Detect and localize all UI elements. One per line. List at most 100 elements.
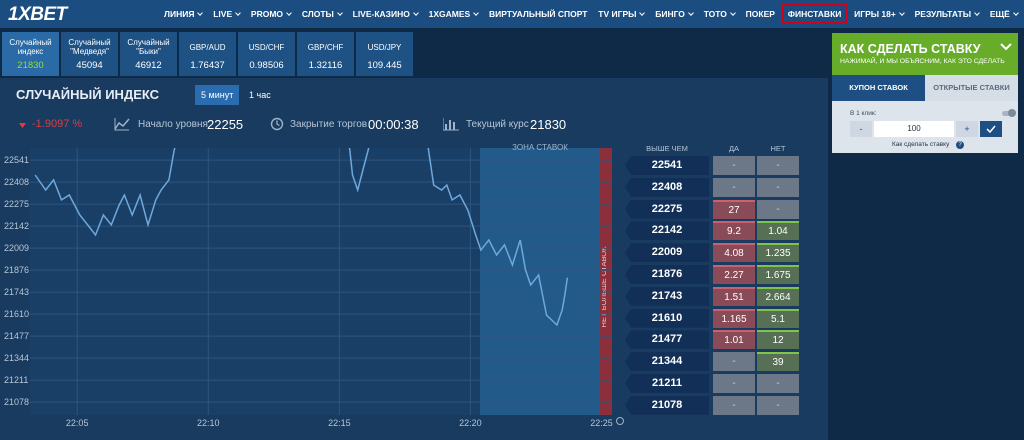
- tab-label: Случайный "Быки": [127, 38, 170, 56]
- level-cell: 22408: [625, 177, 709, 197]
- bet-panel: КАК СДЕЛАТЬ СТАВКУ НАЖИМАЙ, И МЫ ОБЪЯСНИ…: [832, 33, 1018, 153]
- tab-label: GBP/CHF: [307, 42, 344, 52]
- y-tick-label: 22408: [4, 177, 29, 187]
- instrument-tab[interactable]: Случайный "Медведя" 45094: [61, 32, 118, 76]
- period-button[interactable]: 5 минут: [195, 85, 240, 105]
- nav-item[interactable]: LIVE: [209, 6, 244, 22]
- tab-active[interactable]: КУПОН СТАВОК: [832, 75, 925, 101]
- help-icon: ?: [956, 141, 964, 149]
- y-tick-label: 22009: [4, 243, 29, 253]
- nav-item[interactable]: TV ИГРЫ: [594, 6, 648, 22]
- tab-value: 21830: [17, 60, 44, 71]
- nav-label: СЛОТЫ: [301, 9, 334, 19]
- tab-label: GBP/AUD: [189, 42, 226, 52]
- odds-cell[interactable]: 9.2: [713, 221, 755, 241]
- odds-cell[interactable]: 1.51: [713, 286, 755, 306]
- nav-item[interactable]: ИГРЫ 18+: [850, 6, 908, 22]
- trend-icon: [114, 118, 130, 131]
- nav-label: ПОКЕР: [745, 9, 775, 19]
- instrument-tab[interactable]: Случайный индекс 21830: [2, 32, 59, 76]
- chevron: [337, 10, 343, 16]
- change-value: -1.9097 %: [32, 118, 83, 130]
- tab-label: Случайный "Медведя": [68, 38, 111, 56]
- minus-button[interactable]: -: [850, 121, 872, 137]
- nav-item[interactable]: ТОТО: [700, 6, 739, 22]
- chevron: [235, 10, 241, 16]
- instrument-tab[interactable]: Случайный "Быки" 46912: [120, 32, 177, 76]
- chevron: [688, 10, 694, 16]
- zone-label: ЗОНА СТАВОК: [512, 143, 568, 152]
- instrument-tab[interactable]: USD/CHF 0.98506: [238, 32, 295, 76]
- tab-value: 0.98506: [249, 60, 284, 71]
- confirm-button[interactable]: [980, 121, 1002, 137]
- odds-cell[interactable]: 39: [757, 352, 799, 372]
- nav-item[interactable]: ЛИНИЯ: [160, 6, 206, 22]
- page-title: СЛУЧАЙНЫЙ ИНДЕКС: [16, 87, 160, 102]
- nav-label: БИНГО: [655, 9, 685, 19]
- nav-item[interactable]: БИНГО: [651, 6, 697, 22]
- panel-title: КАК СДЕЛАТЬ СТАВКУ: [840, 42, 981, 56]
- tab[interactable]: ОТКРЫТЫЕ СТАВКИ: [925, 75, 1018, 101]
- no-bets-label: НЕТ БОЛЬШЕ СТАВОК: [599, 246, 608, 328]
- odds-cell[interactable]: 1.235: [757, 243, 799, 263]
- nav-item[interactable]: PROMO: [247, 6, 295, 22]
- nav-item[interactable]: ФИНСТАВКИ: [781, 4, 848, 24]
- period-button[interactable]: 1 час: [249, 90, 271, 100]
- instrument-tab[interactable]: GBP/AUD 1.76437: [179, 32, 236, 76]
- tab-value: 109.445: [367, 60, 402, 71]
- check-icon: [986, 125, 996, 133]
- chevron: [1013, 10, 1019, 16]
- odds-cell[interactable]: 2.664: [757, 286, 799, 306]
- odds-cell[interactable]: 1.675: [757, 265, 799, 284]
- odds-cell[interactable]: 1.04: [757, 221, 799, 241]
- nav-item[interactable]: 1XGAMES: [425, 6, 483, 22]
- odds-cell[interactable]: 2.27: [713, 265, 755, 284]
- odds-cell[interactable]: 4.08: [713, 243, 755, 263]
- x-tick-label: 22:10: [197, 418, 220, 428]
- nav-item[interactable]: РЕЗУЛЬТАТЫ: [911, 6, 983, 22]
- clock-icon: [616, 417, 624, 425]
- how-to-header[interactable]: [832, 33, 1018, 75]
- nav-item[interactable]: ЕЩЁ: [986, 6, 1022, 22]
- nav-label: ВИРТУАЛЬНЫЙ СПОРТ: [489, 9, 588, 19]
- tab-label: Случайный индекс: [9, 38, 52, 56]
- nav-items: ЛИНИЯ LIVE PROMO СЛОТЫ LIVE-КАЗИНО 1XGAMES ВИР…: [160, 0, 1022, 28]
- odds-cell[interactable]: 1.165: [713, 308, 755, 328]
- odds-cell[interactable]: 12: [757, 330, 799, 350]
- amount-input[interactable]: 100: [874, 121, 954, 137]
- nav-label: ФИНСТАВКИ: [787, 9, 842, 19]
- help-link[interactable]: Как сделать ставку: [892, 141, 950, 148]
- bars-icon: [443, 118, 459, 131]
- plus-button[interactable]: +: [956, 121, 978, 137]
- x-tick-label: 22:05: [66, 418, 89, 428]
- y-tick-label: 21211: [4, 375, 28, 385]
- level-cell: 22541: [625, 156, 709, 175]
- level-cell: 22275: [625, 199, 709, 219]
- one-click-label: В 1 клик:: [850, 110, 877, 117]
- y-tick-label: 21876: [4, 265, 29, 275]
- level-cell: 21876: [625, 265, 709, 284]
- y-tick-label: 21743: [4, 287, 29, 297]
- nav-label: ИГРЫ 18+: [854, 9, 896, 19]
- instrument-tabs: Случайный индекс 21830 Случайный "Медведя"…: [2, 32, 413, 76]
- tab-value: 46912: [135, 60, 162, 71]
- y-tick-label: 21344: [4, 353, 29, 363]
- nav-item[interactable]: LIVE-КАЗИНО: [349, 6, 422, 22]
- nav-item[interactable]: ВИРТУАЛЬНЫЙ СПОРТ: [485, 6, 592, 22]
- logo[interactable]: 1XBET: [8, 4, 67, 25]
- nav-label: РЕЗУЛЬТАТЫ: [914, 9, 972, 19]
- odds-cell[interactable]: 5.1: [757, 308, 799, 328]
- y-tick-label: 22541: [4, 155, 29, 165]
- nav-label: ЕЩЁ: [989, 9, 1010, 19]
- odds-cell[interactable]: 27: [713, 199, 755, 219]
- odds-cell[interactable]: 1.01: [713, 330, 755, 350]
- instrument-tab[interactable]: USD/JPY 109.445: [356, 32, 413, 76]
- nav-item[interactable]: СЛОТЫ: [298, 6, 346, 22]
- nav-item[interactable]: ПОКЕР: [742, 6, 779, 22]
- stat-value: 00:00:38: [368, 117, 419, 132]
- y-tick-label: 22275: [4, 199, 29, 209]
- level-cell: 22142: [625, 221, 709, 241]
- y-tick-label: 21610: [4, 309, 29, 319]
- instrument-tab[interactable]: GBP/CHF 1.32116: [297, 32, 354, 76]
